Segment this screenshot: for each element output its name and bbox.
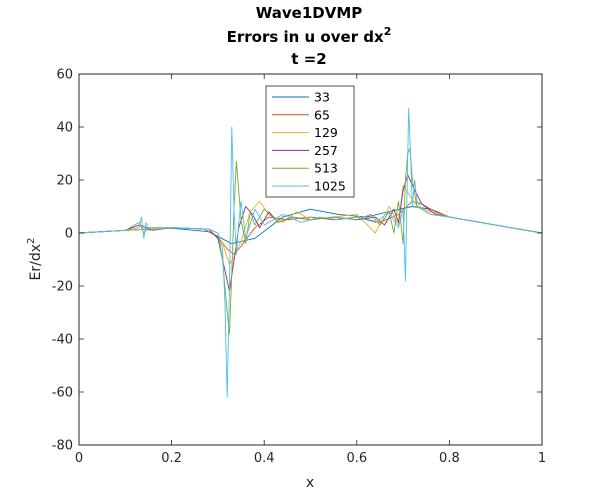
x-tick-label: 0 — [75, 451, 83, 466]
chart-title-line-3: t =2 — [291, 50, 326, 68]
y-axis-label-text: Er/dx — [28, 244, 44, 281]
legend-label-257: 257 — [314, 143, 338, 158]
axes-box — [78, 73, 543, 446]
x-tick-label: 1 — [538, 451, 546, 466]
legend-label-129: 129 — [314, 125, 338, 140]
legend-label-65: 65 — [314, 107, 330, 122]
legend: 33 65 129 257 513 1025 — [265, 85, 355, 198]
series-line-1025 — [79, 107, 542, 398]
x-tick-label: 0.8 — [439, 451, 460, 466]
legend-label-1025: 1025 — [314, 179, 346, 194]
ticks-layer: 0 0.2 0.4 0.6 0.8 1 -80 -60 -40 -20 0 20 40 60 — [52, 68, 546, 467]
y-tick-label: -60 — [52, 386, 73, 401]
x-tick-label: 0.4 — [254, 451, 275, 466]
chart-title-line-2-text: Errors in u over dx — [227, 28, 384, 46]
series-line-129 — [79, 184, 542, 266]
y-tick-label: 20 — [56, 174, 73, 189]
y-tick-label: -40 — [52, 333, 73, 348]
legend-box — [265, 85, 355, 198]
y-axis-label-superscript: 2 — [26, 238, 37, 244]
y-tick-label: 40 — [56, 121, 73, 136]
chart-title-line-1: Wave1DVMP — [256, 4, 363, 22]
plot-area: 0 0.2 0.4 0.6 0.8 1 -80 -60 -40 -20 0 20 40 60 — [52, 68, 546, 467]
legend-label-513: 513 — [314, 161, 338, 176]
series-layer — [79, 107, 542, 398]
chart-title-line-2: Errors in u over dx2 — [227, 25, 392, 46]
legend-items: 33 65 129 257 513 1025 — [272, 90, 346, 194]
y-tick-label: 60 — [56, 68, 73, 83]
x-tick-label: 0.6 — [346, 451, 367, 466]
x-tick-label: 0.2 — [161, 451, 182, 466]
y-tick-label: 0 — [65, 227, 73, 242]
x-axis-label: x — [306, 475, 314, 491]
legend-label-33: 33 — [314, 90, 330, 105]
y-tick-label: -80 — [52, 439, 73, 454]
y-tick-label: -20 — [52, 280, 73, 295]
y-axis-label: Er/dx2 — [26, 238, 44, 281]
chart-title-superscript: 2 — [384, 25, 392, 38]
